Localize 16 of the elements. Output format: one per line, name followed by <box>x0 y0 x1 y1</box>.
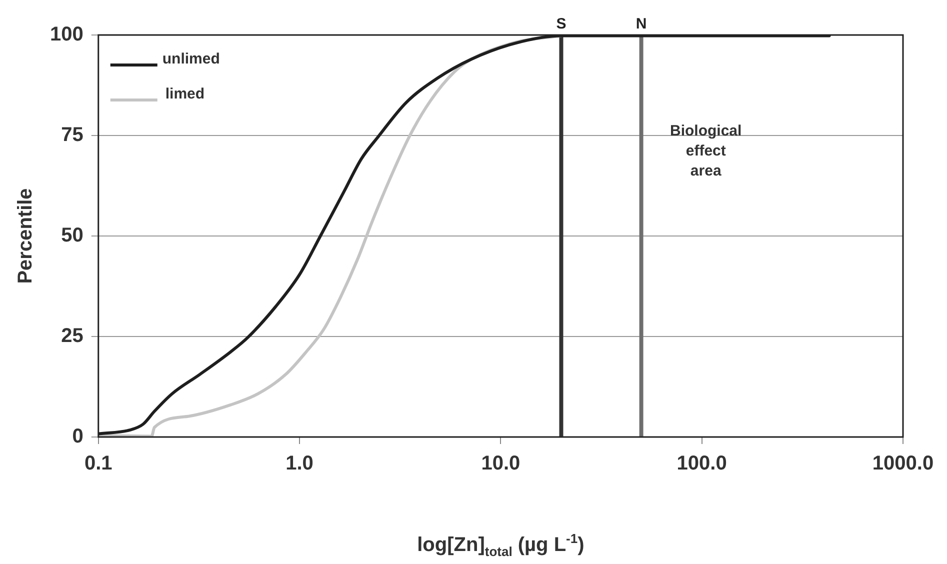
y-tick-label: 100 <box>50 24 84 46</box>
x-tick-label: 1000.0 <box>872 452 934 475</box>
ref-line-label: S <box>556 16 566 33</box>
y-axis-title: Percentile <box>14 188 37 284</box>
x-tick-label: 100.0 <box>676 452 727 475</box>
x-tick-label: 10.0 <box>481 452 520 475</box>
y-tick-label: 0 <box>72 426 84 448</box>
x-tick-label: 0.1 <box>84 452 112 475</box>
y-tick-label: 25 <box>61 325 84 348</box>
y-tick-label: 50 <box>61 224 84 247</box>
x-tick-label: 1.0 <box>286 452 314 475</box>
y-tick-label: 75 <box>61 124 84 146</box>
annotation: Biological effect area <box>670 122 742 180</box>
legend-label: unlimed <box>162 50 220 68</box>
legend-label: limed <box>165 86 205 103</box>
ref-line-label: N <box>636 16 647 33</box>
